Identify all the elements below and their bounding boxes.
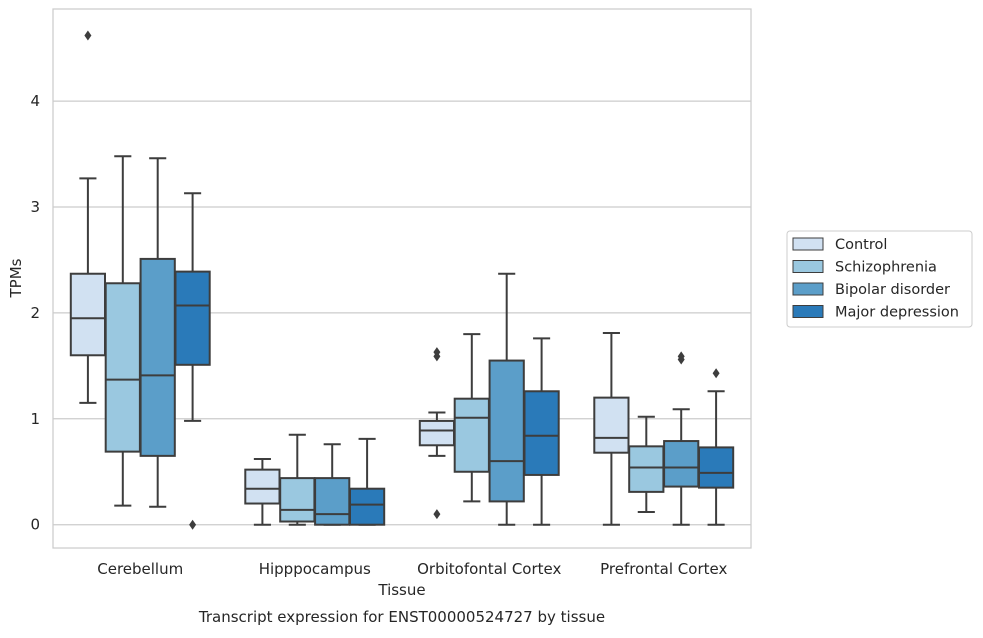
y-tick-label: 3	[30, 198, 40, 216]
legend-label: Schizophrenia	[835, 260, 937, 276]
iqr-box	[244, 468, 281, 505]
box-0-3	[174, 192, 211, 530]
iqr-box	[628, 445, 665, 493]
box-2-3	[523, 337, 560, 526]
y-tick-label: 4	[30, 92, 40, 110]
y-tick-label: 0	[30, 516, 40, 534]
iqr-box	[174, 270, 211, 366]
legend-frame	[786, 230, 973, 328]
iqr-box	[139, 257, 176, 457]
y-tick-label: 1	[30, 410, 40, 428]
legend-swatch	[792, 282, 824, 296]
box-layer	[69, 30, 735, 530]
iqr-box	[663, 440, 700, 488]
box-3-3	[697, 368, 735, 526]
x-axis-label: Tissue	[377, 581, 425, 599]
outlier-point	[677, 351, 685, 362]
box-0-1	[104, 155, 141, 507]
outlier-point	[433, 347, 441, 358]
iqr-box	[593, 396, 630, 454]
box-0-0	[69, 30, 107, 404]
chart-caption: Transcript expression for ENST0000052472…	[198, 608, 605, 626]
iqr-box	[279, 477, 316, 523]
legend-swatch	[792, 305, 824, 318]
iqr-box	[453, 397, 490, 473]
box-1-0	[244, 458, 281, 526]
legend-label: Major depression	[835, 305, 959, 321]
iqr-box	[314, 477, 351, 526]
x-tick-labels: Cerebellum Hipppocampus Orbitofontal Corte…	[97, 560, 727, 578]
iqr-box	[523, 390, 560, 476]
box-3-2	[663, 351, 700, 526]
legend-label: Control	[835, 237, 887, 253]
legend-items: Control Schizophrenia Bipolar disorder Majo…	[792, 237, 959, 321]
legend: Control Schizophrenia Bipolar disorder Majo…	[786, 230, 973, 328]
iqr-box	[69, 272, 107, 357]
box-2-1	[453, 333, 490, 503]
y-axis-label: TPMs	[7, 258, 25, 298]
iqr-box	[418, 419, 456, 447]
legend-swatch	[792, 260, 824, 273]
outlier-point	[189, 519, 197, 530]
y-tick-labels: 0 1 2 3 4	[30, 92, 40, 534]
legend-swatch	[792, 237, 824, 251]
box-2-0	[418, 347, 456, 520]
box-1-2	[314, 443, 351, 526]
x-tick-label: Orbitofontal Cortex	[417, 560, 561, 578]
x-tick-label: Hipppocampus	[259, 560, 371, 578]
y-tick-label: 2	[30, 304, 40, 322]
legend-label: Bipolar disorder	[835, 282, 950, 298]
iqr-box	[488, 359, 525, 503]
x-tick-label: Prefrontal Cortex	[600, 560, 727, 578]
outlier-point	[433, 509, 441, 520]
plot-frame	[52, 8, 752, 549]
outlier-point	[712, 368, 720, 379]
box-0-2	[139, 157, 176, 508]
x-tick-label: Cerebellum	[97, 560, 183, 578]
iqr-box	[348, 487, 386, 526]
iqr-box	[697, 446, 735, 489]
box-1-3	[348, 437, 386, 526]
box-3-0	[593, 332, 630, 526]
box-1-1	[279, 433, 316, 526]
outlier-point	[84, 30, 92, 41]
box-2-2	[488, 272, 525, 526]
iqr-box	[104, 282, 141, 453]
box-3-1	[628, 415, 665, 513]
